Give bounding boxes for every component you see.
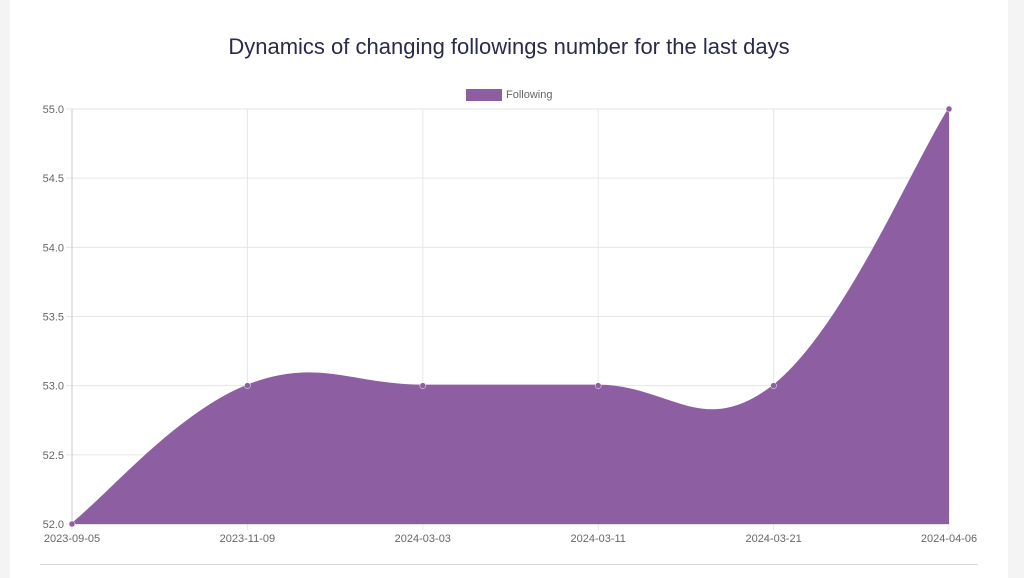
legend-swatch-following: [466, 89, 502, 101]
y-tick-label: 54.0: [43, 242, 64, 254]
y-tick-label: 53.0: [43, 381, 64, 393]
x-tick-label: 2023-11-09: [220, 533, 275, 545]
x-axis-labels: 2023-09-05 2023-11-09 2024-03-03 2024-03-11…: [44, 533, 977, 545]
x-tick-label: 2024-03-11: [570, 533, 625, 545]
y-tick-label: 52.0: [43, 519, 64, 531]
x-tick-label: 2024-04-06: [921, 533, 977, 545]
data-point[interactable]: [419, 382, 427, 389]
y-tick-label: 54.5: [43, 173, 64, 185]
series-area: [71, 108, 950, 525]
chart-legend[interactable]: Following: [466, 89, 552, 101]
data-point[interactable]: [770, 382, 777, 389]
series-line-following: [71, 108, 950, 525]
divider: [40, 564, 978, 565]
data-point[interactable]: [594, 382, 602, 389]
y-tick-label: 55.0: [43, 104, 64, 116]
series-area-fill-following: [72, 109, 949, 524]
x-tick-label: 2024-03-21: [745, 533, 801, 545]
y-tick-label: 52.5: [43, 450, 64, 462]
x-tick-label: 2023-09-05: [44, 533, 100, 545]
data-point[interactable]: [945, 105, 953, 113]
series-points: [68, 105, 953, 528]
legend-label-following: Following: [506, 89, 553, 101]
data-point[interactable]: [68, 520, 76, 528]
y-axis-labels: 52.0 52.5 53.0 53.5 54.0 54.5 55.0: [43, 104, 64, 531]
chart-title: Dynamics of changing followings number f…: [228, 34, 790, 59]
y-tick-label: 53.5: [43, 312, 64, 324]
data-point[interactable]: [244, 382, 251, 389]
x-tick-label: 2024-03-03: [395, 533, 451, 545]
